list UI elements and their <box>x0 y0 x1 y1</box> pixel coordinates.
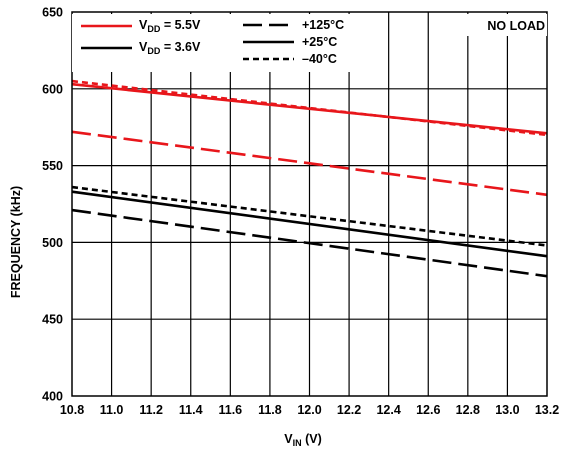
no-load-annotation: NO LOAD <box>487 19 545 33</box>
x-axis-title-sub: IN <box>293 438 302 448</box>
series-line <box>71 208 548 278</box>
annotation-background <box>462 14 547 36</box>
y-tick-label: 550 <box>42 159 63 173</box>
series-line <box>71 130 548 197</box>
x-tick-label: 11.2 <box>139 403 163 417</box>
legend-entry-sub: DD <box>147 46 160 56</box>
legend-entry-supply: VDD = 5.5V <box>139 18 201 34</box>
legend-entry-temp: +25°C <box>302 35 337 49</box>
legend-entry-main: V <box>139 40 148 54</box>
plot-frame <box>71 11 548 397</box>
x-tick-label: 11.4 <box>179 403 203 417</box>
y-tick-label: 600 <box>42 82 63 96</box>
x-tick-label: 10.8 <box>60 403 84 417</box>
legend-entry-supply: VDD = 3.6V <box>139 40 201 56</box>
legend-entry-sub: DD <box>147 24 160 34</box>
y-tick-labels: 400 450 500 550 600 650 <box>42 6 63 404</box>
legend-entry-main: V <box>139 18 148 32</box>
x-tick-label: 11.0 <box>100 403 124 417</box>
legend-entry-temp: –40°C <box>302 52 337 66</box>
x-tick-label: 11.6 <box>219 403 243 417</box>
y-axis-title: FREQUENCY (kHz) <box>9 186 23 298</box>
y-tick-label: 650 <box>42 6 63 20</box>
series-line <box>71 82 548 135</box>
y-tick-label: 400 <box>42 390 63 404</box>
series-lines <box>71 79 548 278</box>
x-tick-label: 12.8 <box>456 403 480 417</box>
x-tick-label: 12.0 <box>297 403 321 417</box>
x-tick-label: 11.8 <box>258 403 282 417</box>
legend-entry-rest: = 3.6V <box>160 40 201 54</box>
y-tick-label: 450 <box>42 313 63 327</box>
x-axis-title-main: V <box>284 432 293 446</box>
x-axis-title-unit: (V) <box>302 432 322 446</box>
x-tick-label: 13.0 <box>495 403 519 417</box>
series-line <box>71 190 548 258</box>
legend-entry-temp: +125°C <box>302 18 344 32</box>
legend-background <box>72 14 374 72</box>
x-tick-label: 12.4 <box>376 403 400 417</box>
x-tick-label: 12.6 <box>416 403 440 417</box>
x-tick-labels: 10.8 11.0 11.2 11.4 11.6 11.8 12.0 12.2 12.4 12.6… <box>60 403 559 417</box>
legend-entry-rest: = 5.5V <box>160 18 201 32</box>
y-tick-label: 500 <box>42 236 63 250</box>
x-axis-title: VIN (V) <box>284 432 321 448</box>
x-tick-label: 13.2 <box>535 403 559 417</box>
x-tick-label: 12.2 <box>337 403 361 417</box>
